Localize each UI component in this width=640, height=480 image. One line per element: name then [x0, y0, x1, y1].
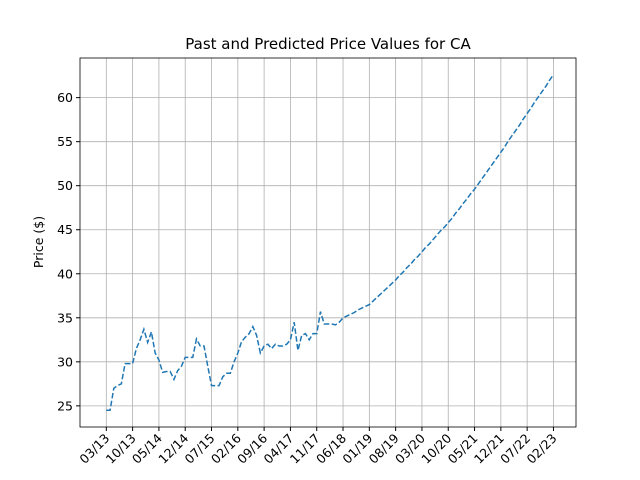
chart-title: Past and Predicted Price Values for CA — [185, 35, 471, 53]
y-tick-label: 30 — [57, 354, 73, 369]
y-tick-label: 45 — [57, 222, 73, 237]
y-tick-label: 25 — [57, 398, 73, 413]
y-tick-label: 55 — [57, 134, 73, 149]
y-axis-label: Price ($) — [31, 216, 46, 268]
plot-frame — [79, 57, 577, 428]
y-tick-label: 40 — [57, 266, 73, 281]
y-tick-label: 50 — [57, 178, 73, 193]
y-tick-label: 60 — [57, 90, 73, 105]
x-tick-label: 02/23 — [523, 431, 559, 467]
line — [106, 74, 555, 412]
y-tick-label: 35 — [57, 310, 73, 325]
